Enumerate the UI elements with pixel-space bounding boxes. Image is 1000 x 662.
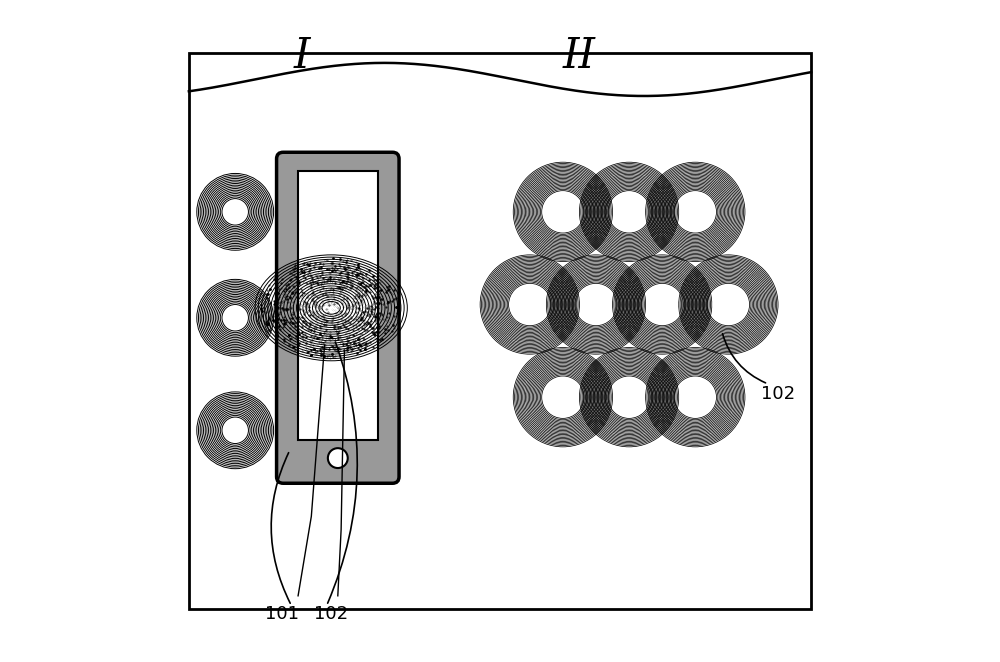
Circle shape — [580, 289, 612, 320]
Circle shape — [613, 196, 645, 228]
Text: 102: 102 — [314, 605, 348, 624]
Circle shape — [226, 203, 244, 221]
Text: 102: 102 — [761, 385, 795, 403]
Circle shape — [679, 381, 711, 413]
Circle shape — [646, 289, 678, 320]
Text: II: II — [563, 35, 596, 77]
Circle shape — [226, 421, 244, 440]
Text: I: I — [293, 35, 310, 77]
Bar — [189, 53, 811, 609]
Circle shape — [328, 448, 348, 468]
FancyBboxPatch shape — [277, 152, 399, 483]
Circle shape — [547, 196, 579, 228]
Circle shape — [679, 196, 711, 228]
Circle shape — [514, 289, 546, 320]
Circle shape — [547, 381, 579, 413]
Circle shape — [613, 381, 645, 413]
Circle shape — [713, 289, 744, 320]
Text: 101: 101 — [265, 605, 299, 624]
Bar — [298, 171, 378, 440]
Circle shape — [226, 308, 244, 327]
